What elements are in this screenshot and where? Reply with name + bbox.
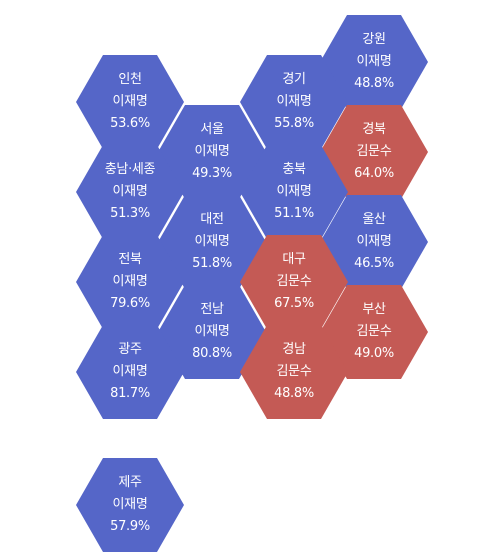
region-name: 대구 bbox=[282, 252, 306, 267]
winner-name: 김문수 bbox=[276, 364, 312, 379]
region-name: 울산 bbox=[362, 212, 386, 227]
vote-percent: 55.8% bbox=[274, 116, 314, 131]
vote-percent: 51.3% bbox=[110, 206, 150, 221]
region-name: 제주 bbox=[118, 475, 142, 490]
region-name: 광주 bbox=[118, 342, 142, 357]
region-name: 충남·세종 bbox=[104, 162, 156, 177]
winner-name: 김문수 bbox=[356, 144, 392, 159]
winner-name: 이재명 bbox=[276, 94, 312, 109]
vote-percent: 53.6% bbox=[110, 116, 150, 131]
region-name: 전남 bbox=[200, 302, 224, 317]
vote-percent: 51.1% bbox=[274, 206, 314, 221]
vote-percent: 67.5% bbox=[274, 296, 314, 311]
winner-name: 이재명 bbox=[112, 94, 148, 109]
region-name: 전북 bbox=[118, 252, 142, 267]
winner-name: 김문수 bbox=[276, 274, 312, 289]
vote-percent: 49.0% bbox=[354, 346, 394, 361]
winner-name: 이재명 bbox=[194, 144, 230, 159]
region-name: 인천 bbox=[118, 72, 142, 87]
region-name: 부산 bbox=[362, 302, 386, 317]
region-name: 경남 bbox=[282, 342, 306, 357]
winner-name: 이재명 bbox=[194, 234, 230, 249]
region-name: 대전 bbox=[200, 212, 224, 227]
winner-name: 이재명 bbox=[112, 364, 148, 379]
vote-percent: 48.8% bbox=[274, 386, 314, 401]
winner-name: 이재명 bbox=[356, 234, 392, 249]
vote-percent: 57.9% bbox=[110, 519, 150, 534]
vote-percent: 51.8% bbox=[192, 256, 232, 271]
winner-name: 이재명 bbox=[356, 54, 392, 69]
vote-percent: 49.3% bbox=[192, 166, 232, 181]
vote-percent: 80.8% bbox=[192, 346, 232, 361]
winner-name: 김문수 bbox=[356, 324, 392, 339]
winner-name: 이재명 bbox=[276, 184, 312, 199]
region-name: 경북 bbox=[362, 122, 386, 137]
region-name: 강원 bbox=[362, 32, 386, 47]
vote-percent: 79.6% bbox=[110, 296, 150, 311]
winner-name: 이재명 bbox=[112, 184, 148, 199]
region-name: 서울 bbox=[200, 122, 224, 137]
region-name: 경기 bbox=[282, 72, 306, 87]
winner-name: 이재명 bbox=[112, 497, 148, 512]
vote-percent: 64.0% bbox=[354, 166, 394, 181]
vote-percent: 48.8% bbox=[354, 76, 394, 91]
winner-name: 이재명 bbox=[112, 274, 148, 289]
vote-percent: 46.5% bbox=[354, 256, 394, 271]
winner-name: 이재명 bbox=[194, 324, 230, 339]
vote-percent: 81.7% bbox=[110, 386, 150, 401]
region-name: 충북 bbox=[282, 162, 306, 177]
